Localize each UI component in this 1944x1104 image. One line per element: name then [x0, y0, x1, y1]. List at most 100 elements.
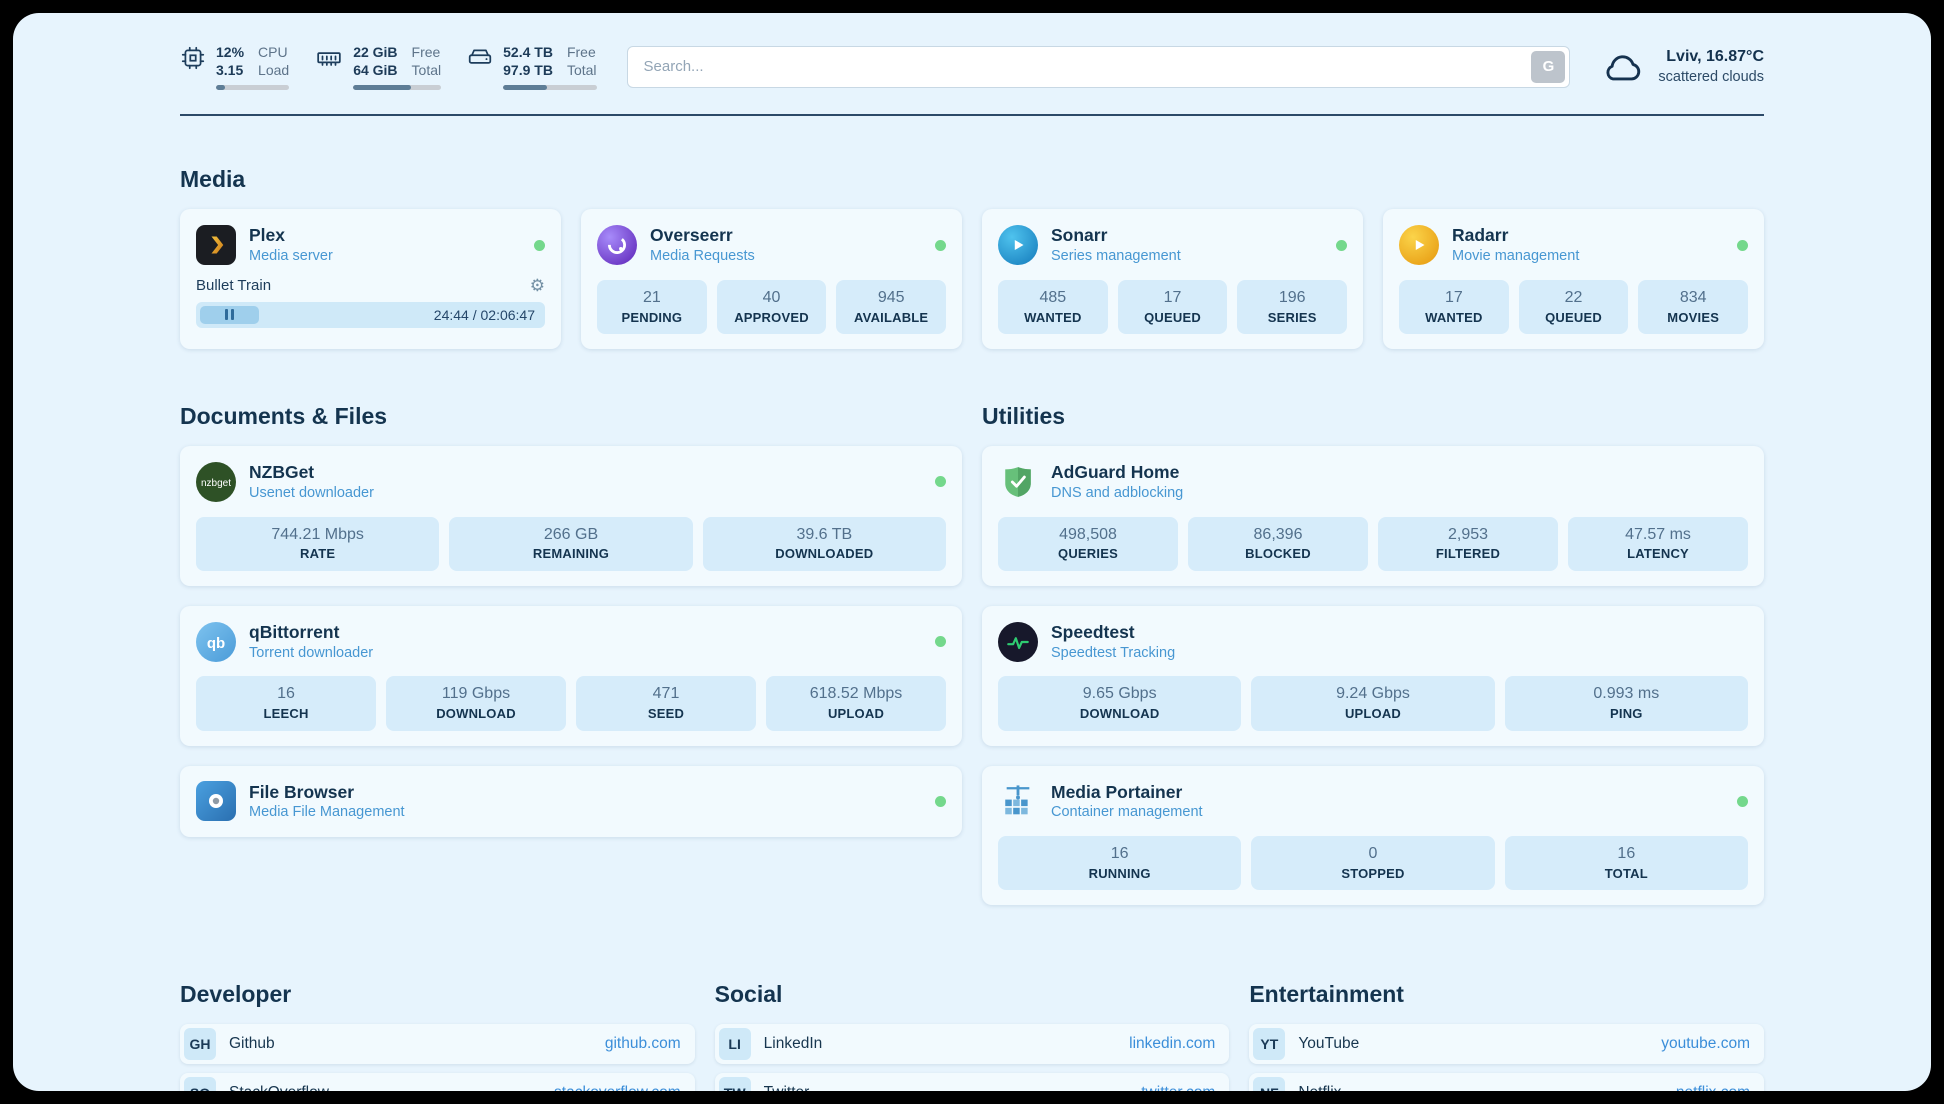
app-card-speedtest[interactable]: Speedtest Speedtest Tracking 9.65 Gbps D…	[982, 605, 1764, 746]
status-dot	[534, 239, 545, 251]
stat-box: 22 QUEUED	[1518, 279, 1629, 335]
stat-label: DOWNLOADED	[775, 546, 874, 562]
bookmark-abbr: TW	[718, 1077, 751, 1091]
playback-progress-fill	[200, 305, 260, 324]
stat-box: 618.52 Mbps UPLOAD	[766, 676, 946, 731]
stat-box: 40 APPROVED	[716, 279, 827, 335]
app-card-filebrowser[interactable]: File Browser Media File Management	[180, 765, 962, 838]
stat-label: REMAINING	[532, 546, 610, 562]
stat-label: SEED	[647, 706, 685, 722]
section-title-documents: Documents & Files	[180, 403, 388, 430]
stat-label: DOWNLOAD	[436, 706, 516, 722]
overseerr-icon	[597, 225, 637, 266]
disk-icon	[467, 45, 493, 71]
app-card-adguard[interactable]: AdGuard Home DNS and adblocking 498,508 …	[982, 446, 1764, 586]
stat-label: TOTAL	[1604, 865, 1648, 881]
ram-progress-bar	[353, 85, 442, 91]
stat-box: 471 SEED	[576, 676, 756, 731]
stat-value: 0	[1368, 845, 1378, 863]
stat-value: 16	[1617, 845, 1636, 863]
app-card-overseerr[interactable]: Overseerr Media Requests 21 PENDING 40 A…	[581, 209, 962, 350]
search-bar: G	[626, 45, 1571, 88]
total-label: Total	[566, 62, 597, 79]
app-card-sonarr[interactable]: Sonarr Series management 485 WANTED 17 Q…	[982, 209, 1363, 350]
app-name: Plex	[249, 225, 285, 246]
bookmark-name: StackOverflow	[229, 1084, 329, 1091]
search-input[interactable]	[626, 45, 1571, 88]
bookmark-url: stackoverflow.com	[554, 1084, 681, 1091]
stat-box: 196 SERIES	[1237, 279, 1348, 335]
weather-condition: scattered clouds	[1658, 68, 1764, 85]
radarr-icon	[1399, 225, 1439, 266]
stat-value: 119 Gbps	[441, 685, 511, 703]
stat-value: 471	[652, 685, 680, 703]
stat-label: QUEUED	[1545, 309, 1602, 325]
disk-widget: 52.4 TB 97.9 TB Free Total	[467, 43, 597, 91]
app-card-plex[interactable]: Plex Media server Bullet Train 24:44	[180, 209, 561, 350]
ram-free-value: 22 GiB	[353, 44, 398, 60]
disk-total-value: 97.9 TB	[503, 62, 553, 79]
utilities-column: Utilities AdGuard Home DNS and	[982, 403, 1764, 906]
disk-free-value: 52.4 TB	[503, 44, 553, 60]
cpu-load-value: 3.15	[216, 62, 244, 79]
bookmark-abbr: SO	[184, 1077, 216, 1091]
portainer-icon	[998, 781, 1038, 821]
cpu-label: CPU	[258, 44, 288, 60]
stat-box: 17 QUEUED	[1117, 279, 1228, 335]
playback-progress-bar[interactable]: 24:44 / 02:06:47	[196, 301, 545, 328]
bookmarks-grid: Developer GH Github github.com SO StackO…	[180, 981, 1764, 1091]
weather-location: Lviv, 16.87°C	[1666, 48, 1764, 66]
stat-label: STOPPED	[1341, 865, 1405, 881]
gear-icon[interactable]	[530, 277, 545, 294]
pause-icon[interactable]	[225, 309, 229, 321]
playback-time: 24:44 / 02:06:47	[433, 306, 535, 323]
app-card-qbittorrent[interactable]: qb qBittorrent Torrent downloader 16 LEE…	[180, 605, 962, 746]
stat-label: QUEUED	[1144, 309, 1201, 325]
app-subtitle: Usenet downloader	[249, 484, 374, 501]
pause-icon[interactable]	[231, 309, 235, 321]
app-name: Radarr	[1452, 225, 1509, 246]
app-name: Speedtest	[1051, 621, 1135, 642]
bookmark-linkedin[interactable]: LI LinkedIn linkedin.com	[714, 1024, 1230, 1065]
svg-text:qb: qb	[207, 635, 225, 652]
stat-box: 47.57 ms LATENCY	[1568, 516, 1748, 571]
cpu-widget: 12% 3.15 CPU Load	[180, 43, 290, 91]
stat-box: 17 WANTED	[1399, 279, 1509, 335]
bookmark-github[interactable]: GH Github github.com	[180, 1024, 695, 1065]
bookmark-netflix[interactable]: NF Netflix netflix.com	[1249, 1073, 1764, 1091]
ram-widget: 22 GiB 64 GiB Free Total	[315, 43, 442, 91]
stat-box: 834 MOVIES	[1638, 279, 1749, 335]
app-card-radarr[interactable]: Radarr Movie management 17 WANTED 22 QUE…	[1383, 209, 1764, 350]
stat-box: 21 PENDING	[597, 279, 707, 335]
disk-progress-fill	[503, 85, 548, 91]
bookmark-abbr: NF	[1253, 1077, 1286, 1091]
stat-label: QUERIES	[1058, 546, 1118, 562]
plex-now-playing: Bullet Train 24:44 / 02:06:47	[196, 277, 545, 328]
stat-value: 618.52 Mbps	[809, 685, 903, 703]
stat-label: UPLOAD	[827, 706, 885, 722]
free-label: Free	[566, 44, 596, 60]
app-card-nzbget[interactable]: nzbget NZBGet Usenet downloader 744.21 M…	[180, 446, 962, 586]
stat-value: 9.24 Gbps	[1336, 685, 1410, 703]
app-card-portainer[interactable]: Media Portainer Container management 16 …	[982, 765, 1764, 906]
bookmark-youtube[interactable]: YT YouTube youtube.com	[1249, 1024, 1764, 1065]
stat-box: 16 LEECH	[196, 676, 376, 731]
bookmark-stackoverflow[interactable]: SO StackOverflow stackoverflow.com	[180, 1073, 695, 1091]
stat-label: SERIES	[1267, 309, 1317, 325]
app-subtitle: Torrent downloader	[249, 644, 374, 661]
stat-value: 40	[762, 288, 781, 306]
app-name: NZBGet	[249, 462, 315, 483]
stat-label: PING	[1610, 706, 1643, 722]
section-title-developer: Developer	[180, 981, 292, 1008]
stat-value: 21	[642, 288, 661, 306]
app-name: AdGuard Home	[1051, 462, 1180, 483]
bookmark-column-developer: Developer GH Github github.com SO StackO…	[180, 981, 695, 1091]
bookmark-twitter[interactable]: TW Twitter twitter.com	[714, 1073, 1230, 1091]
search-provider-button[interactable]: G	[1531, 50, 1566, 83]
section-title-social: Social	[714, 981, 783, 1008]
status-dot	[935, 476, 946, 488]
cloud-icon	[1600, 50, 1646, 84]
plex-icon	[196, 225, 236, 266]
stat-label: LATENCY	[1627, 546, 1689, 562]
app-name: Overseerr	[650, 225, 733, 246]
